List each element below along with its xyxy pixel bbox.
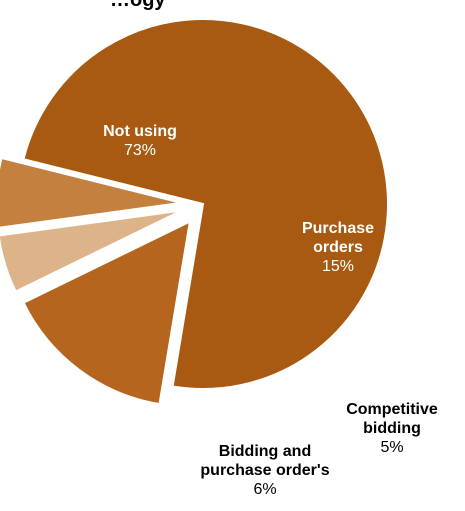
slice-label-3: Bidding and purchase order's 6%	[200, 443, 329, 498]
slice-value-label: 5%	[380, 439, 403, 456]
slice-label-line: orders	[313, 239, 363, 256]
slice-value-label: 73%	[124, 142, 156, 159]
pie-slice-purchase-orders	[22, 219, 192, 406]
slice-label-line: bidding	[363, 420, 421, 437]
slice-label-1: Purchase orders 15%	[302, 220, 374, 275]
pie-slice-bidding-and-purchase-order-s	[0, 156, 182, 229]
slice-label-2: Competitive bidding 5%	[346, 401, 438, 456]
slice-label-line: Not using	[103, 123, 177, 140]
slice-label-line: Bidding and	[219, 443, 311, 460]
pie-labels: Not using 73% Purchase orders 15% Competitive…	[103, 123, 438, 498]
slice-value-label: 15%	[322, 258, 354, 275]
pie-slice-competitive-bidding	[0, 209, 183, 293]
pie-slice-not-using	[22, 18, 389, 390]
chart-title: …ogy	[110, 0, 166, 11]
slice-label-line: Competitive	[346, 401, 438, 418]
slice-label-0: Not using 73%	[103, 123, 177, 159]
pie-slices	[0, 18, 389, 406]
slice-value-label: 6%	[253, 481, 276, 498]
slice-label-line: purchase order's	[200, 462, 329, 479]
slice-label-line: Purchase	[302, 220, 374, 237]
